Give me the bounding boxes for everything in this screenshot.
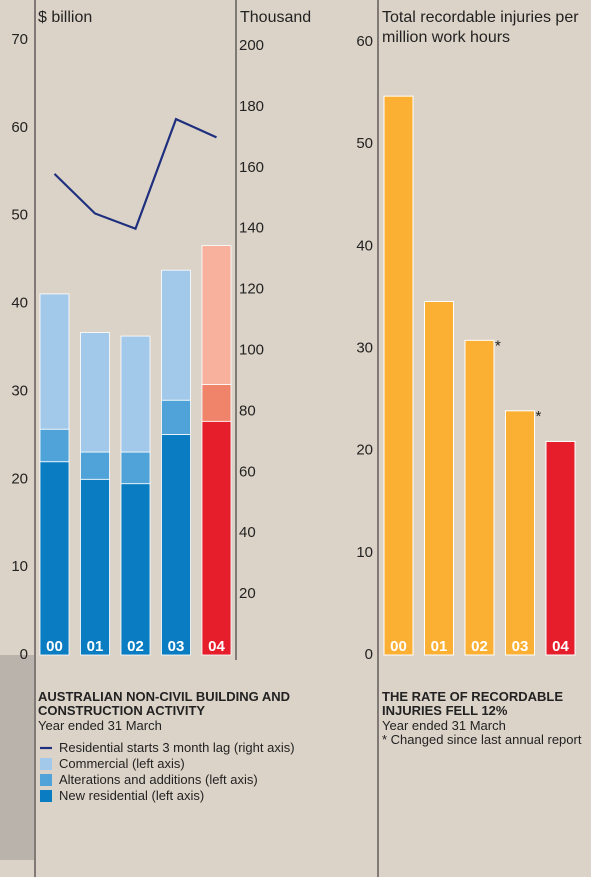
- bar-segment: [121, 452, 150, 484]
- y-tick-label: 20: [11, 470, 28, 487]
- y2-tick-label: 40: [239, 524, 256, 541]
- chart-title: THE RATE OF RECORDABLE INJURIES FELL 12%: [382, 690, 591, 718]
- y-tick-label: 30: [356, 339, 373, 356]
- y2-tick-label: 160: [239, 159, 264, 176]
- y2-tick-label: 60: [239, 463, 256, 480]
- bar: [465, 340, 494, 655]
- bar-segment: [40, 294, 69, 429]
- bar: [425, 302, 454, 655]
- x-tick-label: 04: [208, 638, 225, 655]
- legend-label: Commercial (left axis): [59, 757, 185, 771]
- x-tick-label: 00: [390, 638, 407, 655]
- y2-tick-label: 180: [239, 98, 264, 115]
- y2-tick-label: 100: [239, 341, 264, 358]
- bar-segment: [121, 484, 150, 655]
- photo: [0, 655, 34, 860]
- y-tick-label: 30: [11, 382, 28, 399]
- legend-swatch: [40, 758, 52, 770]
- legend-label: New residential (left axis): [59, 789, 204, 803]
- y-axis-label: Total recordable injuries per million wo…: [382, 8, 591, 48]
- bar-segment: [162, 400, 191, 434]
- y-tick-label: 0: [20, 646, 28, 663]
- y-tick-label: 40: [11, 295, 28, 312]
- legend-label: Residential starts 3 month lag (right ax…: [59, 741, 295, 755]
- y2-tick-label: 200: [239, 37, 264, 54]
- y-tick-label: 60: [356, 33, 373, 50]
- y-tick-label: 50: [11, 207, 28, 224]
- y2-tick-label: 20: [239, 585, 256, 602]
- x-tick-label: 01: [87, 638, 104, 655]
- bar-segment: [162, 270, 191, 400]
- bar-segment: [202, 246, 231, 385]
- chart-subtitle: Year ended 31 March: [382, 719, 506, 733]
- x-tick-label: 03: [512, 638, 529, 655]
- bar-segment: [40, 429, 69, 462]
- bar-segment: [121, 336, 150, 452]
- y2-tick-label: 80: [239, 402, 256, 419]
- chart-subtitle: Year ended 31 March: [38, 719, 162, 733]
- annotation: *: [536, 408, 542, 425]
- bar-segment: [40, 462, 69, 655]
- y-tick-label: 50: [356, 135, 373, 152]
- x-tick-label: 01: [431, 638, 448, 655]
- legend-swatch: [40, 790, 52, 802]
- y2-tick-label: 120: [239, 281, 264, 298]
- bar-segment: [81, 333, 110, 452]
- bar-segment: [81, 479, 110, 655]
- y-tick-label: 40: [356, 237, 373, 254]
- x-tick-label: 02: [471, 638, 488, 655]
- y-tick-label: 70: [11, 31, 28, 48]
- line: [55, 119, 217, 229]
- legend-swatch: [40, 774, 52, 786]
- chart-title: AUSTRALIAN NON-CIVIL BUILDING AND CONSTR…: [38, 690, 318, 718]
- x-tick-label: 04: [552, 638, 569, 655]
- y2-tick-label: 140: [239, 220, 264, 237]
- y-tick-label: 10: [11, 558, 28, 575]
- bar-segment: [202, 384, 231, 421]
- bar-segment: [81, 452, 110, 479]
- y2-axis-label: Thousand: [240, 8, 311, 28]
- legend-label: Alterations and additions (left axis): [59, 773, 258, 787]
- bar: [384, 96, 413, 655]
- y-tick-label: 0: [365, 646, 373, 663]
- y-tick-label: 20: [356, 442, 373, 459]
- bar: [506, 411, 535, 655]
- y-axis-label: $ billion: [38, 8, 92, 28]
- x-tick-label: 00: [46, 638, 63, 655]
- bar: [546, 441, 575, 655]
- annotation: *: [495, 337, 501, 354]
- y-tick-label: 10: [356, 544, 373, 561]
- y-tick-label: 60: [11, 119, 28, 136]
- x-tick-label: 02: [127, 638, 144, 655]
- bar-segment: [202, 421, 231, 655]
- bar-segment: [162, 434, 191, 655]
- footnote: * Changed since last annual report: [382, 733, 581, 747]
- page: 0102030405060702040608010012014016018020…: [0, 0, 591, 877]
- x-tick-label: 03: [168, 638, 185, 655]
